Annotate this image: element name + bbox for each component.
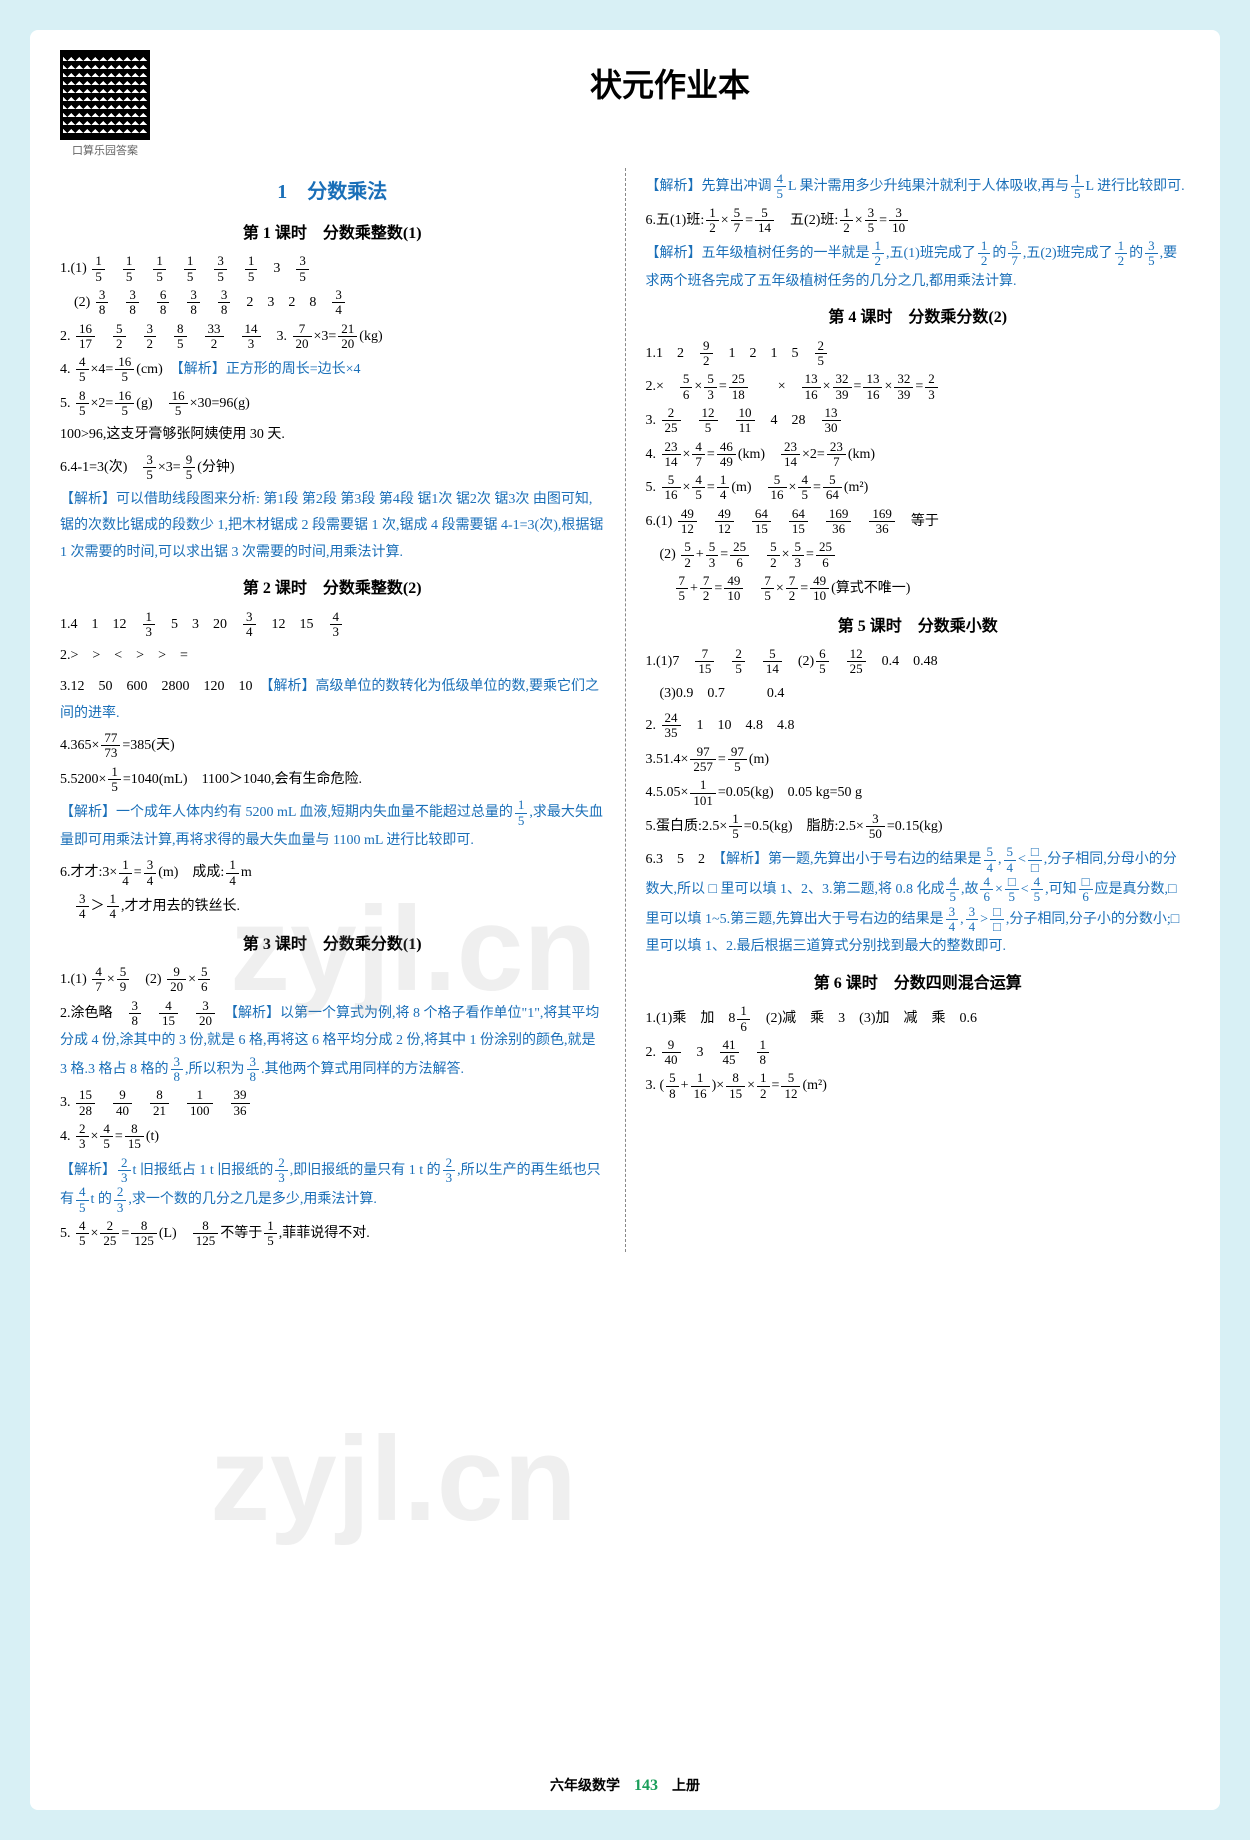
- answer-line: 1.(1)乘 加 816 (2)减 乘 3 (3)加 减 乘 0.6: [646, 1004, 1191, 1034]
- answer-line: 2. 1617 52 32 85 332 143 3. 720×3=2120(k…: [60, 322, 605, 352]
- answer-line: 2.涂色略 38 415 320 【解析】以第一个算式为例,将 8 个格子看作单…: [60, 999, 605, 1085]
- answer-line: (2) 38 38 68 38 38 2 3 2 8 34: [60, 288, 605, 318]
- answer-line: 1.4 1 12 13 5 3 20 34 12 15 43: [60, 610, 605, 640]
- answer-line: 3. (58+116)×815×12=512(m²): [646, 1071, 1191, 1101]
- lesson-3-title: 第 3 课时 分数乘分数(1): [60, 930, 605, 960]
- answer-line: 1.(1) 47×59 (2) 920×56: [60, 965, 605, 995]
- lesson-2-title: 第 2 课时 分数乘整数(2): [60, 574, 605, 604]
- column-divider: [625, 168, 626, 1252]
- answer-line: 5. 45×225=8125(L) 8125不等于15,菲菲说得不对.: [60, 1219, 605, 1249]
- answer-line: 1.1 2 92 1 2 1 5 25: [646, 339, 1191, 369]
- answer-line: 3.12 50 600 2800 120 10 【解析】高级单位的数转化为低级单…: [60, 674, 605, 727]
- right-column: 【解析】先算出冲调45L 果汁需用多少升纯果汁就利于人体吸收,再与15L 进行比…: [646, 168, 1191, 1252]
- lesson-6-title: 第 6 课时 分数四则混合运算: [646, 969, 1191, 999]
- analysis-text: 【解析】一个成年人体内约有 5200 mL 血液,短期内失血量不能超过总量的15…: [60, 798, 605, 854]
- answer-line: 5.5200×15=1040(mL) 1100＞1040,会有生命危险.: [60, 765, 605, 795]
- answer-line: 4.5.05×1101=0.05(kg) 0.05 kg=50 g: [646, 778, 1191, 808]
- lesson-4-title: 第 4 课时 分数乘分数(2): [646, 303, 1191, 333]
- analysis-text: 【解析】可以借助线段图来分析: 第1段 第2段 第3段 第4段 锯1次 锯2次 …: [60, 487, 605, 567]
- answer-line: 6.3 5 2 【解析】第一题,先算出小于号右边的结果是54,54<□□,分子相…: [646, 845, 1191, 960]
- left-column: 1 分数乘法 第 1 课时 分数乘整数(1) 1.(1) 15 15 15 15…: [60, 168, 605, 1252]
- answer-line: 6.五(1)班:12×57=514 五(2)班:12×35=310: [646, 206, 1191, 236]
- answer-line: 4. 23×45=815(t): [60, 1122, 605, 1152]
- footer-subject: 六年级数学: [550, 1779, 620, 1794]
- answer-line: (2) 52+53=256 52×53=256: [646, 540, 1191, 570]
- answer-line: 4. 45×4=165(cm) 【解析】正方形的周长=边长×4: [60, 355, 605, 385]
- answer-line: 5. 516×45=14(m) 516×45=564(m²): [646, 473, 1191, 503]
- footer-volume: 上册: [672, 1779, 700, 1794]
- watermark: zyjl.cn: [210, 1410, 577, 1548]
- answer-line: 5. 85×2=165(g) 165×30=96(g): [60, 389, 605, 419]
- answer-line: 5.蛋白质:2.5×15=0.5(kg) 脂肪:2.5×350=0.15(kg): [646, 812, 1191, 842]
- answer-line: 75+72=4910 75×72=4910(算式不唯一): [646, 574, 1191, 604]
- answer-line: 100>96,这支牙膏够张阿姨使用 30 天.: [60, 422, 605, 449]
- answer-line: 6.4-1=3(次) 35×3=95(分钟): [60, 453, 605, 483]
- chapter-title: 1 分数乘法: [60, 173, 605, 211]
- lesson-5-title: 第 5 课时 分数乘小数: [646, 612, 1191, 642]
- page-title: 状元作业本: [150, 60, 1190, 106]
- answer-line: 1.(1)7 715 25 514 (2)65 1225 0.4 0.48: [646, 647, 1191, 677]
- analysis-text: 【解析】先算出冲调45L 果汁需用多少升纯果汁就利于人体吸收,再与15L 进行比…: [646, 172, 1191, 202]
- qr-code: [60, 50, 150, 140]
- answer-line: 34＞14,才才用去的铁丝长.: [60, 892, 605, 922]
- answer-line: 1.(1) 15 15 15 15 35 15 3 35: [60, 254, 605, 284]
- answer-line: 6.(1) 4912 4912 6415 6415 16936 16936 等于: [646, 507, 1191, 537]
- answer-line: 2. 2435 1 10 4.8 4.8: [646, 711, 1191, 741]
- analysis-text: 【解析】五年级植树任务的一半就是12,五(1)班完成了12的57,五(2)班完成…: [646, 239, 1191, 295]
- qr-label: 口算乐园答案: [60, 142, 150, 158]
- answer-line: 3.51.4×97257=975(m): [646, 745, 1191, 775]
- page-footer: 六年级数学 143 上册: [30, 1775, 1220, 1795]
- lesson-1-title: 第 1 课时 分数乘整数(1): [60, 219, 605, 249]
- answer-line: 2.> > < > > =: [60, 643, 605, 670]
- answer-line: 2. 940 3 4145 18: [646, 1038, 1191, 1068]
- answer-line: 4. 2314×47=4649(km) 2314×2=237(km): [646, 440, 1191, 470]
- answer-line: 2.× 56×53=2518 × 1316×3239=1316×3239=23: [646, 372, 1191, 402]
- answer-line: (3)0.9 0.7 0.4: [646, 681, 1191, 708]
- answer-line: 6.才才:3×14=34(m) 成成:14m: [60, 858, 605, 888]
- answer-line: 4.365×7773=385(天): [60, 731, 605, 761]
- page-number: 143: [634, 1777, 658, 1794]
- analysis-text: 【解析】23t 旧报纸占 1 t 旧报纸的23,即旧报纸的量只有 1 t 的23…: [60, 1156, 605, 1215]
- answer-line: 3. 225 125 1011 4 28 1330: [646, 406, 1191, 436]
- answer-line: 3. 1528 940 821 1100 3936: [60, 1088, 605, 1118]
- qr-section: 口算乐园答案: [60, 50, 150, 158]
